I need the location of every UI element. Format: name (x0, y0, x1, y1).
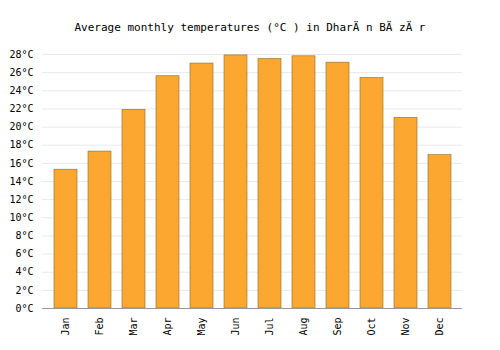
svg-text:May: May (196, 318, 207, 336)
svg-text:Apr: Apr (162, 318, 173, 336)
svg-text:22°C: 22°C (9, 103, 33, 114)
svg-text:Feb: Feb (94, 318, 105, 336)
svg-text:Mar: Mar (128, 318, 139, 336)
svg-text:Aug: Aug (298, 318, 309, 336)
svg-text:10°C: 10°C (9, 212, 33, 223)
svg-text:Oct: Oct (366, 318, 377, 336)
svg-text:Dec: Dec (434, 318, 445, 336)
svg-text:14°C: 14°C (9, 176, 33, 187)
svg-text:Jul: Jul (264, 318, 275, 336)
svg-text:4°C: 4°C (15, 266, 33, 277)
svg-text:Jun: Jun (230, 318, 241, 336)
svg-text:26°C: 26°C (9, 67, 33, 78)
svg-text:6°C: 6°C (15, 248, 33, 259)
svg-text:2°C: 2°C (15, 285, 33, 296)
svg-text:18°C: 18°C (9, 139, 33, 150)
svg-text:16°C: 16°C (9, 158, 33, 169)
svg-text:12°C: 12°C (9, 194, 33, 205)
svg-text:24°C: 24°C (9, 85, 33, 96)
svg-text:8°C: 8°C (15, 230, 33, 241)
svg-text:20°C: 20°C (9, 121, 33, 132)
svg-text:0°C: 0°C (15, 303, 33, 314)
svg-text:Nov: Nov (400, 318, 411, 336)
html-text:Average monthly temperatures (: Average monthly temperatures (°C ) in Dh… (74, 21, 426, 34)
svg-text:Jan: Jan (60, 318, 71, 336)
svg-text:28°C: 28°C (9, 49, 33, 60)
svg-text:Sep: Sep (332, 318, 343, 336)
